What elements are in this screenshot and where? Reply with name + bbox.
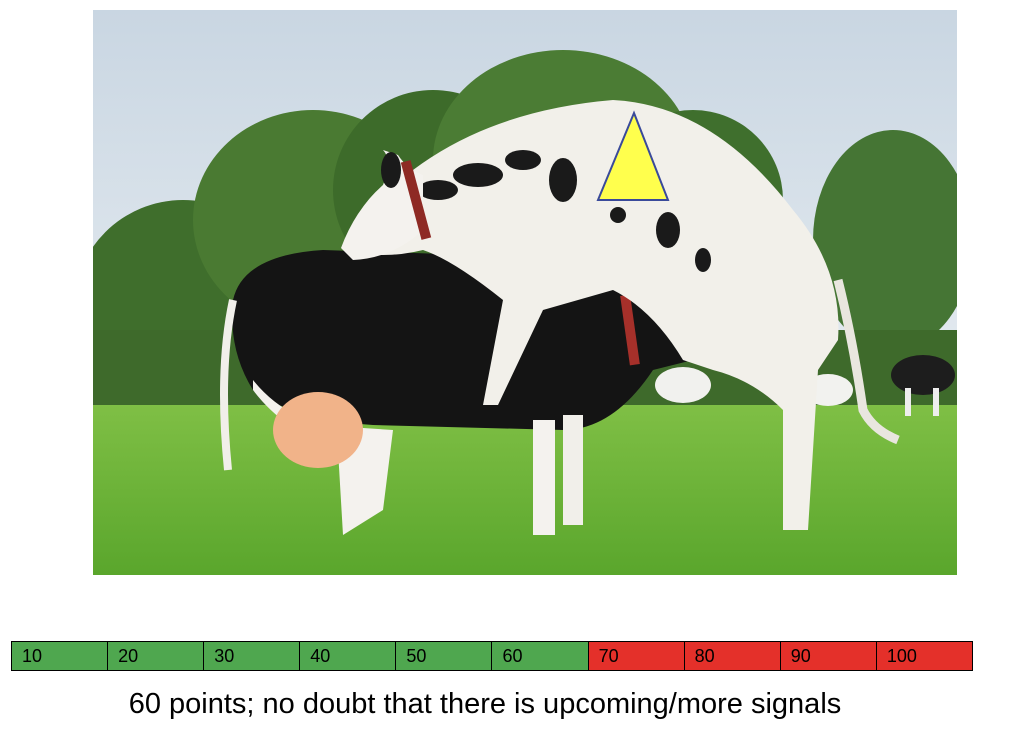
cow-photo	[93, 10, 957, 575]
score-cell-20: 20	[108, 642, 205, 670]
score-cell-30: 30	[204, 642, 301, 670]
score-cell-40: 40	[300, 642, 397, 670]
white-cow	[341, 100, 900, 530]
score-cell-100: 100	[876, 642, 972, 670]
cow-photo-drawing	[93, 10, 957, 575]
caption-text: 60 points; no doubt that there is upcomi…	[128, 688, 842, 720]
score-cell-80: 80	[684, 642, 781, 670]
score-scale: 10 20 30 40 50 60 70 80 90 100	[11, 641, 973, 671]
score-cell-10: 10	[12, 642, 109, 670]
score-cell-60: 60	[492, 642, 589, 670]
score-cell-90: 90	[780, 642, 877, 670]
yellow-triangle-icon	[596, 110, 670, 201]
score-cell-70: 70	[588, 642, 685, 670]
score-cell-50: 50	[396, 642, 493, 670]
